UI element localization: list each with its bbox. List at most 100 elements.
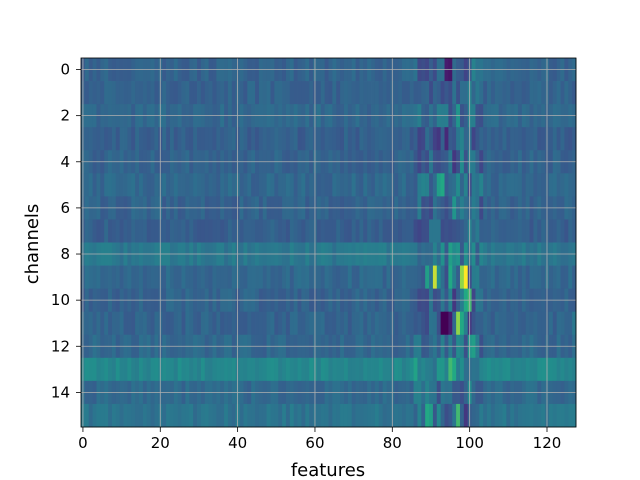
heatmap-cell (552, 219, 558, 243)
heatmap-cell (537, 403, 542, 428)
heatmap-cell (84, 81, 90, 105)
heatmap-cell (92, 173, 97, 197)
heatmap-cell (297, 127, 302, 151)
heatmap-cell (88, 81, 93, 105)
heatmap-cell (154, 173, 159, 197)
heatmap-cell (359, 311, 364, 336)
heatmap-cell (537, 127, 542, 151)
heatmap-cell (378, 357, 384, 382)
heatmap-cell (200, 127, 206, 151)
heatmap-cell (490, 81, 496, 105)
heatmap-cell (483, 357, 488, 382)
heatmap-cell (278, 173, 283, 197)
heatmap-cell (363, 173, 368, 197)
heatmap-cell (227, 127, 233, 151)
heatmap-cell (359, 265, 364, 290)
heatmap-cell (355, 219, 360, 243)
heatmap-cell (324, 81, 329, 105)
heatmap-cell (285, 127, 291, 151)
heatmap-cell (432, 311, 438, 336)
heatmap-cell (200, 311, 206, 336)
heatmap-cell (351, 173, 356, 197)
heatmap-cell (537, 173, 542, 197)
heatmap-cell (282, 127, 287, 151)
heatmap-cell (494, 81, 500, 105)
heatmap-cell (436, 81, 442, 105)
heatmap-cell (471, 81, 476, 105)
heatmap-cell (231, 173, 237, 197)
heatmap-cell (100, 219, 105, 243)
heatmap-cell (456, 357, 461, 382)
heatmap-cell (197, 127, 202, 151)
heatmap-cell (227, 81, 233, 105)
heatmap-cell (568, 311, 573, 336)
heatmap-cell (282, 265, 287, 290)
heatmap-cell (193, 173, 198, 197)
heatmap-cell (224, 173, 229, 197)
heatmap-cell (216, 127, 221, 151)
heatmap-cell (568, 403, 573, 428)
heatmap-cell (154, 403, 159, 428)
heatmap-cell (568, 127, 573, 151)
heatmap-cell (483, 403, 488, 428)
heatmap-cell (382, 81, 387, 105)
heatmap-cell (498, 127, 503, 151)
heatmap-cell (529, 265, 534, 290)
heatmap-cell (266, 173, 271, 197)
heatmap-cell (293, 127, 298, 151)
heatmap-cell (409, 311, 414, 336)
y-axis-label: channels (22, 204, 43, 285)
heatmap-cell (429, 173, 434, 197)
heatmap-cell (115, 81, 121, 105)
heatmap-cell (243, 127, 248, 151)
heatmap-cell (556, 127, 561, 151)
heatmap-cell (200, 265, 206, 290)
heatmap-cell (200, 403, 206, 428)
heatmap-cell (177, 403, 182, 428)
heatmap-cell (444, 403, 449, 428)
heatmap-cell (301, 173, 306, 197)
heatmap-cell (305, 219, 310, 243)
heatmap-cell (320, 403, 326, 428)
heatmap-cell (417, 81, 422, 105)
heatmap-cell (204, 173, 210, 197)
heatmap-cell (301, 357, 306, 382)
heatmap-cell (355, 265, 360, 290)
heatmap-cell (429, 357, 434, 382)
heatmap-cell (255, 219, 260, 243)
heatmap-cell (278, 265, 283, 290)
heatmap-cell (197, 311, 202, 336)
heatmap-cell (421, 173, 426, 197)
heatmap-cell (548, 81, 554, 105)
heatmap-cell (208, 311, 213, 336)
heatmap-cell (131, 219, 136, 243)
heatmap-cell (456, 81, 461, 105)
heatmap-cell (216, 173, 221, 197)
heatmap-cell (193, 81, 198, 105)
heatmap-cell (328, 265, 333, 290)
heatmap-cell (436, 219, 442, 243)
heatmap-cell (270, 127, 275, 151)
heatmap-cell (212, 219, 217, 243)
heatmap-cell (139, 173, 144, 197)
heatmap-cell (208, 265, 213, 290)
heatmap-cell (131, 81, 136, 105)
heatmap-cell (490, 311, 496, 336)
heatmap-cell (336, 219, 341, 243)
heatmap-cell (216, 403, 221, 428)
heatmap-cell (552, 265, 558, 290)
heatmap-cell (293, 357, 298, 382)
heatmap-cell (525, 127, 530, 151)
heatmap-cell (533, 265, 538, 290)
heatmap-cell (336, 403, 341, 428)
heatmap-cell (231, 357, 237, 382)
heatmap-cell (185, 403, 190, 428)
heatmap-cell (351, 403, 356, 428)
heatmap-cell (224, 81, 229, 105)
heatmap-cell (104, 311, 109, 336)
heatmap-cell (127, 219, 132, 243)
heatmap-cell (548, 173, 554, 197)
heatmap-cell (146, 219, 152, 243)
heatmap-cell (193, 403, 198, 428)
heatmap-cell (355, 311, 360, 336)
